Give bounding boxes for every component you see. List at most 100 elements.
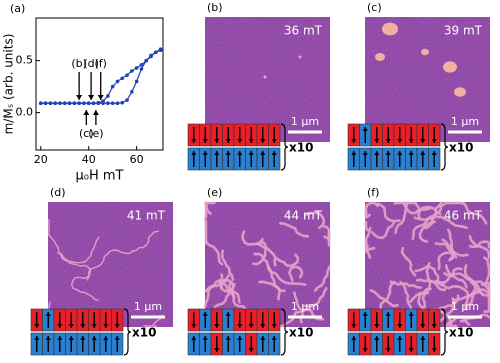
multiplier: x10 (449, 141, 473, 155)
arrow-head (97, 95, 104, 100)
domain (389, 280, 423, 289)
domain (415, 278, 447, 292)
domain (411, 216, 434, 240)
domain (421, 48, 429, 56)
spin-arrow-head (248, 151, 254, 155)
domain (369, 289, 399, 308)
domain (364, 220, 369, 232)
spin-arrow-head (431, 139, 437, 143)
spin-arrow-head (420, 151, 426, 155)
data-point (134, 66, 139, 70)
domain (288, 265, 304, 282)
domain (204, 239, 224, 266)
spin-arrow-head (397, 151, 403, 155)
data-point (82, 101, 86, 106)
spin-arrow-head (202, 312, 208, 316)
plot-frame (35, 17, 164, 151)
domain (364, 226, 372, 259)
spin-arrow-head (45, 336, 51, 340)
domain (263, 75, 267, 79)
domain (379, 281, 396, 310)
spin-arrow-head (374, 139, 380, 143)
domain (371, 221, 396, 240)
data-point (149, 53, 153, 58)
domain (483, 296, 491, 313)
domain (454, 87, 466, 97)
domain (203, 217, 208, 244)
data-point (139, 62, 144, 67)
domain (399, 281, 412, 313)
spin-arrow-head (214, 151, 220, 155)
domain (302, 287, 328, 308)
spin-arrow-head (408, 312, 414, 316)
data-point (67, 101, 72, 106)
domain (462, 201, 488, 225)
arrow-head (76, 95, 83, 100)
data-point (106, 101, 110, 106)
spin-arrow-head (191, 151, 197, 155)
spin-arrow-head (237, 151, 243, 155)
spin-arrow-head (114, 336, 120, 340)
data-point (158, 48, 163, 53)
spin-arrow-head (260, 151, 266, 155)
spin-arrow-head (214, 348, 220, 352)
arrow-head (92, 110, 99, 115)
panel-label: (e) (207, 186, 222, 199)
spin-arrow-head (103, 324, 109, 328)
brace (123, 308, 132, 356)
data-point (134, 79, 139, 84)
domain (56, 252, 99, 302)
data-point (110, 101, 115, 106)
spin-arrow-head (214, 324, 220, 328)
afm-image (205, 17, 330, 142)
domain (441, 282, 470, 298)
panel-label: (b) (207, 1, 223, 14)
annotation-label: (c) (79, 127, 94, 140)
data-point (120, 100, 125, 105)
spin-arrow-head (202, 151, 208, 155)
spin-arrow-head (260, 336, 266, 340)
spin-arrow-head (431, 151, 437, 155)
spin-arrow-head (385, 312, 391, 316)
scale-label: 1 μm (291, 115, 319, 128)
spin-arrow-head (225, 312, 231, 316)
spin-arrow-head (420, 324, 426, 328)
spin-arrow-head (420, 336, 426, 340)
image-background (365, 202, 490, 327)
multiplier: x10 (289, 141, 313, 155)
spin-arrow-head (260, 324, 266, 328)
data-point (130, 69, 134, 73)
domain (480, 281, 491, 300)
domain (444, 264, 468, 289)
domain (279, 222, 310, 238)
domain (213, 281, 232, 308)
arrow-head (83, 110, 90, 115)
spin-arrow-head (362, 312, 368, 316)
arrow-head (88, 95, 95, 100)
brace (440, 308, 449, 356)
spin-arrow-head (408, 139, 414, 143)
multiplier: x10 (289, 326, 313, 340)
spin-arrow-head (91, 324, 97, 328)
data-point (96, 101, 101, 106)
spin-arrow-head (397, 139, 403, 143)
domain (434, 242, 456, 262)
afm-image (365, 17, 490, 142)
spin-arrow-head (57, 324, 63, 328)
scale-label: 1 μm (451, 115, 479, 128)
spin-arrow-head (225, 151, 231, 155)
spin-arrow-head (225, 336, 231, 340)
domain (451, 290, 485, 302)
annotation-label: (b) (71, 57, 87, 70)
x-axis-label: μ₀H mT (76, 169, 124, 184)
domain (314, 265, 331, 292)
spin-arrow-head (248, 324, 254, 328)
data-point (58, 101, 62, 106)
spin-arrow-head (351, 324, 357, 328)
data-point (72, 101, 77, 106)
domain (323, 231, 331, 244)
spin-arrow-head (91, 336, 97, 340)
annotation-label: (d) (83, 57, 99, 70)
spin-arrow-head (431, 324, 437, 328)
domain (142, 314, 163, 327)
